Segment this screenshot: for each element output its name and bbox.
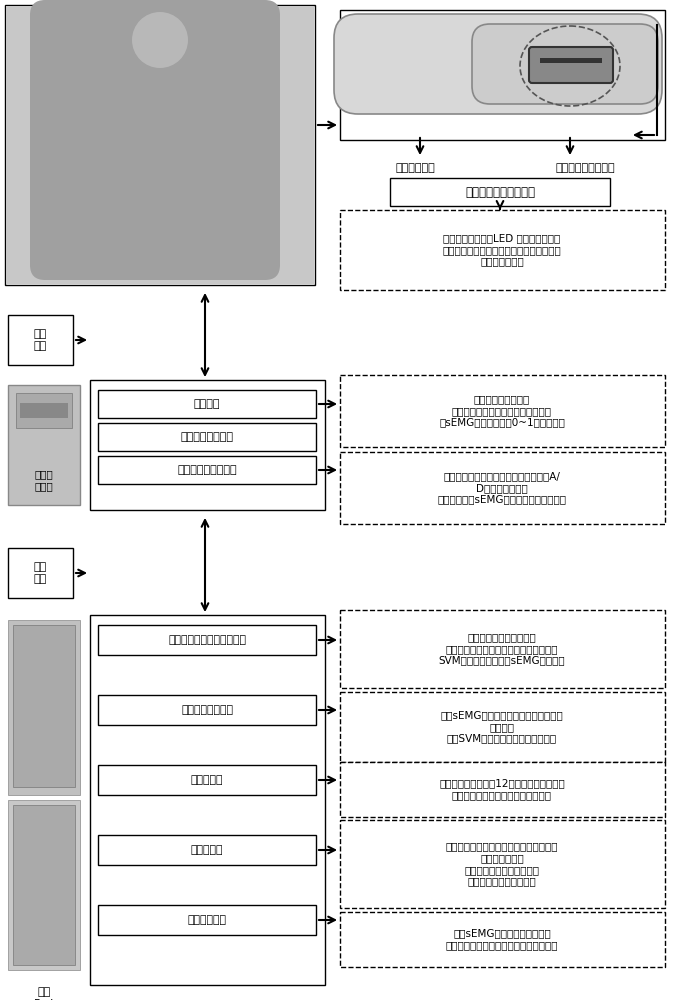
Bar bbox=[98, 835, 316, 865]
Bar bbox=[8, 620, 80, 795]
Bar bbox=[340, 912, 665, 967]
Text: 控制模块: 控制模块 bbox=[194, 399, 220, 409]
Bar bbox=[13, 625, 75, 787]
Text: 由采集电路、放大器电路、滤波电路、A/
D转换电路组成。
实时记录原始sEMG信号，并进行预处理。: 由采集电路、放大器电路、滤波电路、A/ D转换电路组成。 实时记录原始sEMG信… bbox=[437, 471, 566, 505]
Bar bbox=[98, 625, 316, 655]
Text: 表面阵列电刺激电极: 表面阵列电刺激电极 bbox=[555, 163, 614, 173]
Bar bbox=[340, 375, 665, 447]
Bar bbox=[13, 805, 75, 965]
Bar bbox=[8, 548, 73, 598]
FancyBboxPatch shape bbox=[334, 14, 662, 114]
Text: 显示sEMG和电刺激波形、时间
支持多用户使用不同、存储的电刺激处方: 显示sEMG和电刺激波形、时间 支持多用户使用不同、存储的电刺激处方 bbox=[445, 928, 558, 950]
Bar bbox=[540, 58, 602, 63]
Bar bbox=[8, 315, 73, 365]
Bar bbox=[8, 385, 80, 505]
Bar bbox=[20, 403, 68, 418]
Text: 肌肉状态反馈显示模块: 肌肉状态反馈显示模块 bbox=[465, 186, 535, 198]
Text: 卡片式
控制器: 卡片式 控制器 bbox=[34, 469, 53, 491]
Bar bbox=[90, 615, 325, 985]
FancyBboxPatch shape bbox=[472, 24, 658, 104]
Bar bbox=[340, 762, 665, 817]
FancyBboxPatch shape bbox=[529, 47, 613, 83]
Circle shape bbox=[132, 12, 188, 68]
Text: 提取sEMG信号的时域、频域、时频域、
双频特征
根据SVM在线分类器对肌肉状态分类: 提取sEMG信号的时域、频域、时频域、 双频特征 根据SVM在线分类器对肌肉状态… bbox=[441, 710, 563, 744]
Bar bbox=[98, 695, 316, 725]
Bar bbox=[5, 5, 315, 285]
Bar bbox=[340, 210, 665, 290]
Text: 表面肌电电极: 表面肌电电极 bbox=[395, 163, 435, 173]
Bar bbox=[340, 820, 665, 908]
FancyBboxPatch shape bbox=[30, 0, 280, 280]
Text: 由蜂鸣器、电池、LED 显示灯光组成。
通过声光结合的方式向直接向用户提供当前
肌肉状态信息。: 由蜂鸣器、电池、LED 显示灯光组成。 通过声光结合的方式向直接向用户提供当前 … bbox=[443, 233, 561, 267]
Text: 基于波形、频率、脉宽、幅值的多维度的
电刺激编码模块
低频或中频电刺激施加模块
刺激时间的定时电路模块: 基于波形、频率、脉宽、幅值的多维度的 电刺激编码模块 低频或中频电刺激施加模块 … bbox=[445, 842, 558, 886]
Text: 无线
通信: 无线 通信 bbox=[33, 562, 47, 584]
Bar bbox=[6, 6, 314, 284]
Bar bbox=[16, 393, 72, 428]
Bar bbox=[340, 452, 665, 524]
Text: 支持向量机分类器组成。
包含了预处理、特征值的提取、归一化和
SVM核函数的选择，对sEMG离线分析: 支持向量机分类器组成。 包含了预处理、特征值的提取、归一化和 SVM核函数的选择… bbox=[439, 632, 565, 666]
Bar bbox=[98, 765, 316, 795]
Text: 肌电信号离线数据训练模块: 肌电信号离线数据训练模块 bbox=[168, 635, 246, 645]
Bar bbox=[98, 456, 316, 484]
Text: 电刺激模块: 电刺激模块 bbox=[191, 845, 223, 855]
Text: 肌电信号处理模块: 肌电信号处理模块 bbox=[181, 705, 233, 715]
Bar bbox=[340, 610, 665, 688]
Bar bbox=[390, 178, 610, 206]
Text: 人机交互模块: 人机交互模块 bbox=[187, 915, 226, 925]
Text: 数据库模块: 数据库模块 bbox=[191, 775, 223, 785]
Bar bbox=[8, 800, 80, 970]
Bar bbox=[90, 380, 325, 510]
Text: 第二无线通信模块: 第二无线通信模块 bbox=[180, 432, 233, 442]
Text: 无线
通信: 无线 通信 bbox=[33, 329, 47, 351]
Text: 手机
Pad: 手机 Pad bbox=[34, 987, 54, 1000]
Bar bbox=[340, 10, 665, 140]
Text: 用于收集和存储至少12小时内的用户电信号
信息、分类器分类结果、电刺激信息: 用于收集和存储至少12小时内的用户电信号 信息、分类器分类结果、电刺激信息 bbox=[439, 778, 565, 800]
Bar bbox=[98, 390, 316, 418]
Bar bbox=[98, 423, 316, 451]
Bar bbox=[98, 905, 316, 935]
Text: 肌电信号预处理模块: 肌电信号预处理模块 bbox=[177, 465, 237, 475]
Bar bbox=[340, 692, 665, 762]
Text: 完成各个模块初始化
设置电极位置、默认电刺激处方方案
将sEMG数据归一化到0~1之间的数据: 完成各个模块初始化 设置电极位置、默认电刺激处方方案 将sEMG数据归一化到0~… bbox=[439, 394, 565, 428]
